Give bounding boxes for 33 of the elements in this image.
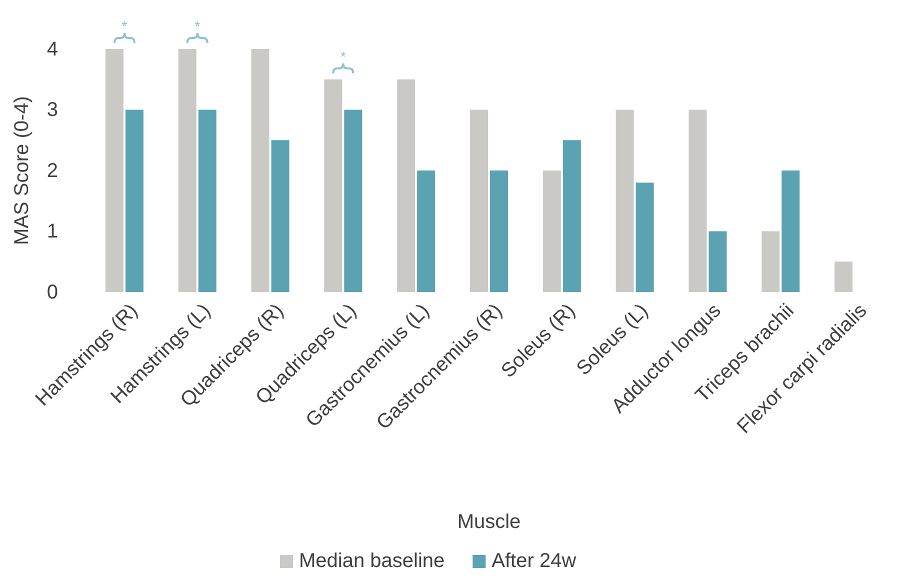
- bar: [834, 262, 853, 292]
- y-tick-label: 1: [46, 220, 58, 243]
- legend-label: Median baseline: [299, 550, 445, 572]
- legend-label: After 24w: [492, 550, 577, 572]
- bar: [397, 79, 416, 292]
- bar: [708, 231, 727, 292]
- y-tick-label: 4: [46, 38, 58, 60]
- bar: [616, 110, 634, 292]
- bar: [324, 79, 342, 292]
- bar: [125, 110, 144, 292]
- bar: [782, 170, 800, 292]
- bar: [490, 170, 508, 292]
- y-tick-label: 2: [46, 160, 58, 182]
- bar: [417, 170, 436, 292]
- bar: [542, 170, 561, 292]
- y-tick-label: 0: [46, 281, 58, 304]
- bar: [688, 110, 707, 292]
- bar: [271, 140, 290, 292]
- bar: [762, 231, 780, 292]
- bar: [198, 110, 216, 292]
- x-axis-title: Muscle: [457, 511, 521, 533]
- y-tick-label: 3: [46, 99, 58, 122]
- bar: [105, 49, 124, 292]
- bar: [251, 49, 270, 292]
- bar: [470, 110, 488, 292]
- y-axis-title: MAS Score (0-4): [11, 96, 33, 245]
- bar: [344, 110, 362, 292]
- bar: [636, 182, 654, 292]
- annotation: *: [340, 48, 346, 64]
- text: *: [194, 18, 201, 34]
- text: *: [122, 18, 128, 34]
- bar: [562, 140, 581, 292]
- bar: [178, 49, 196, 292]
